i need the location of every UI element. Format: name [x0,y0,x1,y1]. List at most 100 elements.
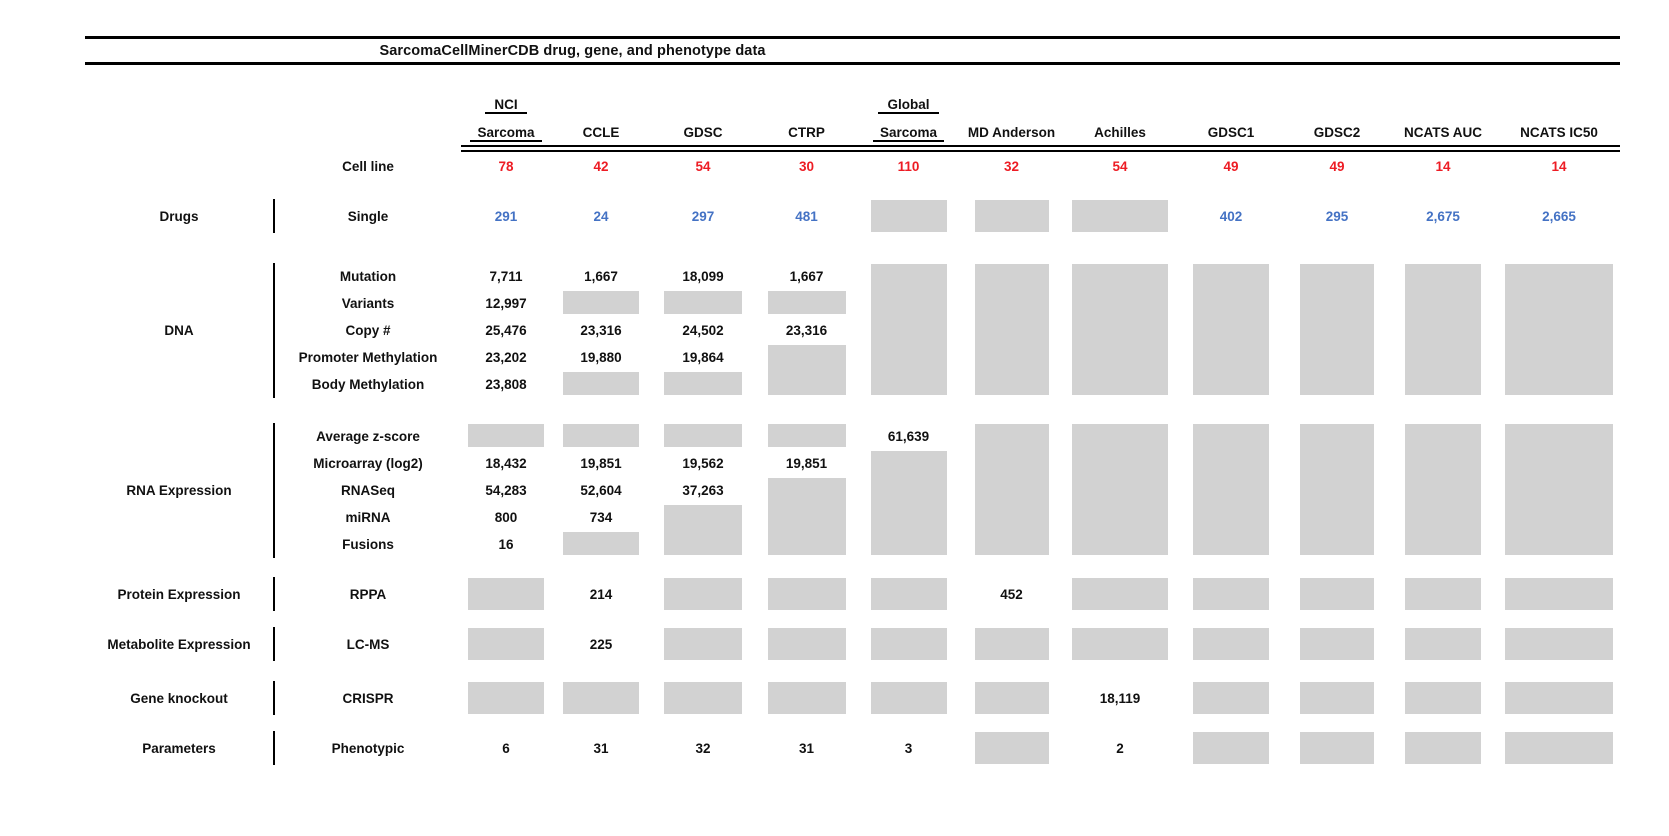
data-cell [1388,263,1498,395]
row-label: Copy # [345,323,391,338]
missing-data-box [664,628,742,660]
table-block: Gene knockout CRISPR 18,119 [85,681,1669,715]
data-cell: 52,604 [551,477,651,504]
sarcoma-cellminer-data-figure: SarcomaCellMinerCDB drug, gene, and phen… [0,36,1669,836]
missing-data-box [1505,264,1613,395]
header-double-rule [461,145,1620,152]
column-header: CCLE [551,93,651,147]
row-label: CRISPR [342,690,394,706]
data-cell: 2,675 [1388,199,1498,233]
data-value: 19,851 [580,456,622,471]
missing-data-box [1300,264,1374,395]
data-availability-table: NCI Sarcoma CCLE GDSC CTRP Global Sarcoma MD An… [0,93,1669,765]
data-value: 2 [1116,740,1124,756]
header-rule-row [85,145,1669,152]
data-cell [858,199,959,233]
missing-data-box [1505,424,1613,555]
missing-data-box [1505,732,1613,764]
data-cell [755,477,858,555]
missing-data-box [1505,628,1613,660]
missing-data-box [664,505,742,555]
missing-data-box [1193,264,1269,395]
data-value: 2,665 [1542,208,1576,224]
data-cell [651,504,755,555]
missing-data-box [1505,682,1613,714]
data-value: 402 [1219,208,1243,224]
data-cell [1176,731,1286,765]
data-value: 214 [589,586,613,602]
category-divider [273,423,275,558]
data-cell [1498,423,1620,555]
data-cell: 3 [858,731,959,765]
data-cell [1176,681,1286,715]
missing-data-box [767,291,846,314]
missing-data-box [767,578,846,610]
data-cell: 23,316 [551,317,651,344]
data-cell: 6 [461,731,551,765]
data-value: 61,639 [887,429,930,444]
data-cell [959,731,1064,765]
data-value: 16 [498,537,514,552]
column-header-top-label: Global [878,93,939,120]
data-cell: 1,667 [755,263,858,290]
data-cell [551,681,651,715]
data-value: 7,711 [489,269,523,284]
row-label: Variants [341,296,395,311]
column-header: NCATS AUC [1388,93,1498,147]
column-header-top-label: NCI [485,93,527,120]
missing-data-box [1300,424,1374,555]
data-value: 24,502 [682,323,724,338]
data-value: 24 [593,208,609,224]
data-cell: 19,562 [651,450,755,477]
missing-data-box [974,732,1049,764]
category-divider [273,627,275,661]
cell-line-count: 42 [593,159,609,174]
data-cell [1498,577,1620,611]
missing-data-box [664,578,742,610]
data-cell: 24,502 [651,317,755,344]
column-header: Achilles [1064,93,1176,147]
data-cell: 297 [651,199,755,233]
missing-data-box [870,628,947,660]
table-block: Protein Expression RPPA 214 452 [85,577,1669,611]
row-label: Mutation [339,269,397,284]
data-value: 19,880 [580,350,622,365]
data-cell [959,681,1064,715]
data-value: 800 [494,510,518,525]
data-value: 19,851 [785,456,828,471]
title-bar: SarcomaCellMinerCDB drug, gene, and phen… [85,36,1620,65]
cell-line-count: 49 [1223,159,1239,174]
data-cell: 481 [755,199,858,233]
data-cell [1064,263,1176,395]
data-value: 23,808 [485,377,527,392]
underlined-text: Global [878,97,939,114]
data-cell [1388,731,1498,765]
missing-data-box [870,682,947,714]
data-cell: 25,476 [461,317,551,344]
missing-data-box [974,264,1049,395]
column-header-row: NCI Sarcoma CCLE GDSC CTRP Global Sarcoma MD An… [85,93,1669,147]
data-cell: 452 [959,577,1064,611]
data-cell: 18,119 [1064,681,1176,715]
missing-data-box [1300,578,1374,610]
row-label: LC-MS [346,636,390,652]
missing-data-box [1072,578,1168,610]
figure-title: SarcomaCellMinerCDB drug, gene, and phen… [379,42,766,59]
column-header: NCATS IC50 [1498,93,1620,147]
missing-data-box [1405,264,1481,395]
column-header-label: Achilles [1094,125,1146,140]
category-label: Metabolite Expression [107,636,251,652]
missing-data-box [1405,628,1481,660]
category-divider [273,577,275,611]
data-cell [651,681,755,715]
table-block: DNA Mutation 7,711 1,667 18,099 1,667 Variants… [85,263,1669,398]
column-header-label: CTRP [788,125,825,140]
data-cell [1176,577,1286,611]
row-label: Average z-score [316,429,420,444]
data-value: 291 [494,208,518,224]
missing-data-box [1072,424,1168,555]
column-header: CTRP [755,93,858,147]
table-block: Metabolite Expression LC-MS 225 [85,627,1669,661]
data-value: 3 [904,740,913,756]
missing-data-box [1300,682,1374,714]
